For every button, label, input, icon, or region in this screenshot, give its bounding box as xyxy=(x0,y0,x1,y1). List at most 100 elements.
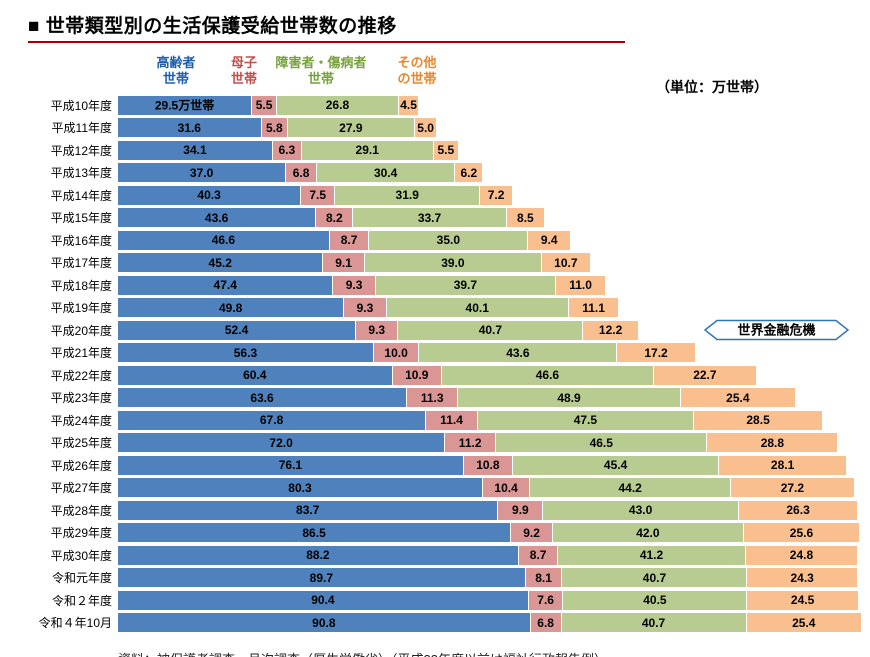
value-label: 17.2 xyxy=(644,345,668,360)
value-label: 28.8 xyxy=(760,435,785,450)
value-label: 7.6 xyxy=(537,593,554,608)
value-label: 60.4 xyxy=(243,368,267,383)
bar-segment-elderly: 45.2 xyxy=(118,253,324,273)
chart-row: 平成26年度 76.1 10.8 45.4 28.1 xyxy=(0,454,862,477)
value-label: 83.7 xyxy=(296,503,320,518)
value-label: 6.2 xyxy=(460,165,478,180)
bar-segment-single-mother: 9.9 xyxy=(498,500,544,520)
value-label: 5.8 xyxy=(265,120,283,135)
bar-segment-disabled-sick: 29.1 xyxy=(301,140,434,160)
value-label: 29.1 xyxy=(355,143,379,158)
value-label: 10.4 xyxy=(494,480,518,495)
value-label: 56.3 xyxy=(233,345,258,360)
chart-row: 令和２年度 90.4 7.6 40.5 24.5 xyxy=(0,589,862,612)
bar-segment-elderly: 40.3 xyxy=(118,185,302,205)
bar-segment-single-mother: 8.7 xyxy=(329,230,370,250)
bar-segment-disabled-sick: 48.9 xyxy=(458,388,681,408)
value-label: 25.4 xyxy=(726,390,750,405)
bar-segment-disabled-sick: 40.7 xyxy=(561,613,747,633)
legend-single-mother: 母子 世帯 xyxy=(230,55,257,87)
value-label: 33.7 xyxy=(417,210,442,225)
value-label: 8.7 xyxy=(340,233,358,248)
bar-segment-elderly: 80.3 xyxy=(118,478,483,498)
bar-segment-single-mother: 9.1 xyxy=(323,253,365,273)
year-label: 令和２年度 xyxy=(51,593,112,608)
bar-segment-disabled-sick: 47.5 xyxy=(477,410,694,430)
value-label: 90.4 xyxy=(311,593,335,608)
footnote: 資料：被保護者調査 月次調査（厚生労働省）（平成23年度以前は福祉行政報告例） xyxy=(118,649,607,657)
bar-group: 63.6 11.3 48.9 25.4 xyxy=(118,388,797,408)
bar-segment-single-mother: 10.9 xyxy=(392,365,443,385)
bar-segment-elderly: 63.6 xyxy=(118,388,408,408)
year-label: 平成24年度 xyxy=(50,413,112,428)
bar-segment-single-mother: 11.3 xyxy=(407,388,459,408)
bar-segment-single-mother: 8.7 xyxy=(518,545,559,565)
value-label: 49.8 xyxy=(218,300,243,315)
bar-group: 72.0 11.2 46.5 28.8 xyxy=(118,433,839,453)
value-label: 45.2 xyxy=(208,255,232,270)
value-label: 46.6 xyxy=(535,368,560,383)
chart-row: 平成11年度 31.6 5.8 27.9 5.0 xyxy=(0,117,862,140)
value-label: 31.9 xyxy=(395,188,419,203)
bar-segment-elderly: 29.5万世帯 xyxy=(118,95,253,115)
chart-row: 平成22年度 60.4 10.9 46.6 22.7 xyxy=(0,364,862,387)
year-label: 平成19年度 xyxy=(50,301,112,316)
bar-group: 29.5万世帯 5.5 26.8 4.5 xyxy=(118,95,420,115)
bar-segment-elderly: 90.8 xyxy=(118,613,531,633)
year-label: 平成26年度 xyxy=(50,458,112,473)
value-label: 39.7 xyxy=(453,278,478,293)
page-title: ■ 世帯類型別の生活保護受給世帯数の推移 xyxy=(28,16,397,37)
value-label: 43.6 xyxy=(204,210,229,225)
bar-segment-other: 5.5 xyxy=(433,140,459,160)
chart-row: 平成12年度 34.1 6.3 29.1 5.5 xyxy=(0,139,862,162)
bar-segment-single-mother: 5.5 xyxy=(252,95,278,115)
value-label: 8.5 xyxy=(517,210,534,225)
bar-segment-other: 4.5 xyxy=(398,95,420,115)
bar-segment-disabled-sick: 33.7 xyxy=(353,208,507,228)
year-label: 令和４年10月 xyxy=(38,616,112,631)
value-label: 9.3 xyxy=(368,323,386,338)
chart-row: 平成17年度 45.2 9.1 39.0 10.7 xyxy=(0,252,862,275)
value-label: 40.7 xyxy=(478,323,503,338)
bar-group: 90.4 7.6 40.5 24.5 xyxy=(118,590,859,610)
financial-crisis-annotation: 世界金融危機 xyxy=(704,319,849,341)
chart-row: 平成23年度 63.6 11.3 48.9 25.4 xyxy=(0,387,862,410)
bar-group: 67.8 11.4 47.5 28.5 xyxy=(118,410,824,430)
value-label: 52.4 xyxy=(224,323,249,338)
bar-segment-single-mother: 10.8 xyxy=(463,455,513,475)
value-label: 10.7 xyxy=(554,255,578,270)
year-label: 平成12年度 xyxy=(50,143,112,158)
bar-segment-elderly: 88.2 xyxy=(118,545,519,565)
year-label: 平成29年度 xyxy=(50,526,112,541)
value-label: 46.6 xyxy=(211,233,236,248)
bar-segment-single-mother: 10.4 xyxy=(482,478,531,498)
bar-segment-other: 24.5 xyxy=(747,590,859,610)
bar-segment-elderly: 31.6 xyxy=(118,118,262,138)
value-label: 8.7 xyxy=(529,548,547,563)
bar-segment-disabled-sick: 40.7 xyxy=(562,568,748,588)
bar-segment-disabled-sick: 40.1 xyxy=(386,298,569,318)
value-label: 9.9 xyxy=(512,503,529,518)
year-label: 令和元年度 xyxy=(51,571,112,586)
value-label: 28.1 xyxy=(770,458,795,473)
value-label: 27.2 xyxy=(780,480,805,495)
value-label: 6.8 xyxy=(537,615,554,630)
bar-segment-disabled-sick: 45.4 xyxy=(512,455,720,475)
value-label: 10.0 xyxy=(384,345,408,360)
chart-row: 平成28年度 83.7 9.9 43.0 26.3 xyxy=(0,499,862,522)
bar-segment-elderly: 49.8 xyxy=(118,298,345,318)
bar-group: 31.6 5.8 27.9 5.0 xyxy=(118,118,438,138)
chart-row: 令和元年度 89.7 8.1 40.7 24.3 xyxy=(0,567,862,590)
bar-segment-other: 28.8 xyxy=(707,433,839,453)
value-label: 25.4 xyxy=(792,615,816,630)
bar-segment-single-mother: 7.6 xyxy=(528,590,564,610)
bar-segment-disabled-sick: 30.4 xyxy=(317,163,456,183)
bar-segment-disabled-sick: 35.0 xyxy=(369,230,529,250)
bar-segment-single-mother: 10.0 xyxy=(373,343,420,363)
value-label: 40.1 xyxy=(465,300,489,315)
bar-group: 83.7 9.9 43.0 26.3 xyxy=(118,500,859,520)
chart-row: 平成20年度 52.4 9.3 40.7 12.2 xyxy=(0,319,862,342)
value-label: 67.8 xyxy=(259,413,284,428)
year-label: 平成22年度 xyxy=(50,368,112,383)
bar-segment-single-mother: 8.2 xyxy=(316,208,354,228)
